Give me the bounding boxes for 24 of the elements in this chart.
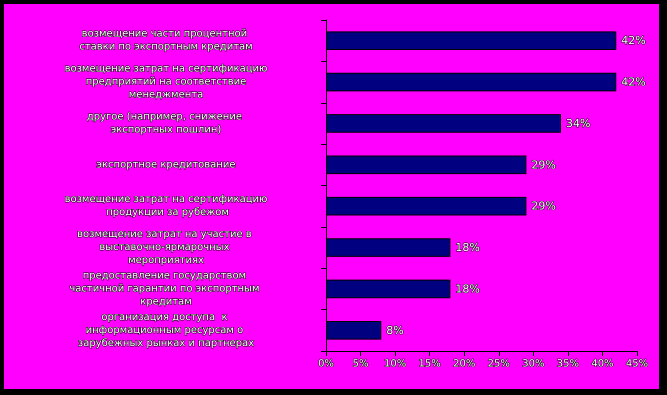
- x-tick-label: 45%: [626, 358, 648, 370]
- y-tick-label: организация доступа к информационным ресурсам о зарубежных рынках и партнерах: [78, 312, 254, 349]
- data-label: 29%: [531, 200, 556, 213]
- data-label: 29%: [531, 158, 556, 172]
- x-tick-label: 20%: [453, 358, 476, 370]
- y-tick-label: возмещение затрат на сертификацию предприятий на соответствие менеджмента: [64, 64, 268, 101]
- data-label: 34%: [566, 116, 590, 130]
- data-label: 18%: [455, 241, 480, 254]
- data-label: 42%: [621, 34, 646, 48]
- y-tick-label: экспортное кредитование: [96, 159, 236, 170]
- x-tick-label: 40%: [591, 358, 614, 370]
- data-label: 18%: [455, 282, 480, 296]
- x-tick-label: 35%: [556, 358, 580, 370]
- data-label: 8%: [386, 324, 404, 337]
- data-label: 42%: [621, 76, 646, 89]
- y-tick-label: возмещение затрат на сертификацию продукции за рубежом: [64, 194, 268, 218]
- x-tick-label: 5%: [352, 358, 368, 370]
- x-tick-label: 30%: [522, 358, 544, 370]
- x-tick-label: 15%: [418, 358, 441, 370]
- y-tick-label: другое (например, снижение экспортных пошлин): [86, 111, 246, 136]
- x-tick-label: 0%: [318, 358, 334, 370]
- x-tick-label: 10%: [384, 358, 406, 370]
- y-tick-label: возмещение части процентной ставки по экспортным кредитам: [79, 28, 253, 53]
- x-tick-label: 25%: [488, 358, 510, 370]
